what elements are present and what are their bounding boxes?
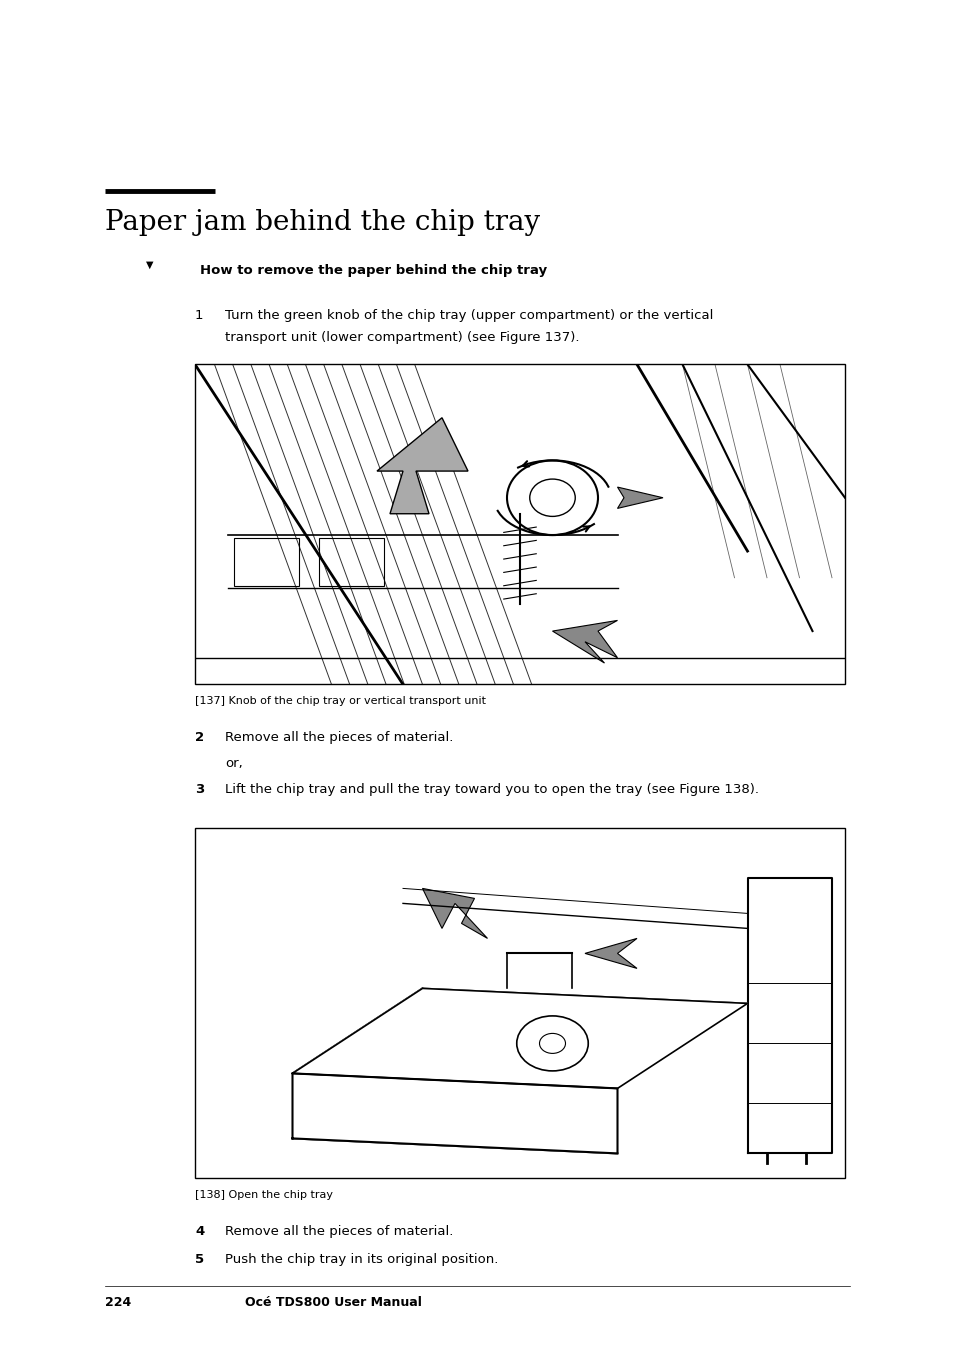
Text: or,: or,: [225, 758, 242, 770]
Text: 1: 1: [194, 309, 203, 323]
Text: transport unit (lower compartment) (see Figure 137).: transport unit (lower compartment) (see …: [225, 331, 578, 345]
Text: Remove all the pieces of material.: Remove all the pieces of material.: [225, 1225, 453, 1239]
Text: How to remove the paper behind the chip tray: How to remove the paper behind the chip …: [200, 265, 547, 277]
Text: ▼: ▼: [146, 259, 153, 269]
Text: Push the chip tray in its original position.: Push the chip tray in its original posit…: [225, 1254, 497, 1266]
Text: [137] Knob of the chip tray or vertical transport unit: [137] Knob of the chip tray or vertical …: [194, 696, 485, 707]
Text: Paper jam behind the chip tray: Paper jam behind the chip tray: [105, 209, 539, 236]
Text: Lift the chip tray and pull the tray toward you to open the tray (see Figure 138: Lift the chip tray and pull the tray tow…: [225, 784, 759, 796]
Text: Turn the green knob of the chip tray (upper compartment) or the vertical: Turn the green knob of the chip tray (up…: [225, 309, 713, 323]
Text: [138] Open the chip tray: [138] Open the chip tray: [194, 1190, 333, 1201]
Bar: [194, 365, 844, 685]
Text: 2: 2: [194, 731, 204, 744]
Text: 4: 4: [194, 1225, 204, 1239]
Text: 5: 5: [194, 1254, 204, 1266]
Text: 224: 224: [105, 1296, 132, 1309]
Text: Océ TDS800 User Manual: Océ TDS800 User Manual: [245, 1296, 421, 1309]
Text: Remove all the pieces of material.: Remove all the pieces of material.: [225, 731, 453, 744]
Text: 3: 3: [194, 784, 204, 796]
Bar: [194, 828, 844, 1178]
